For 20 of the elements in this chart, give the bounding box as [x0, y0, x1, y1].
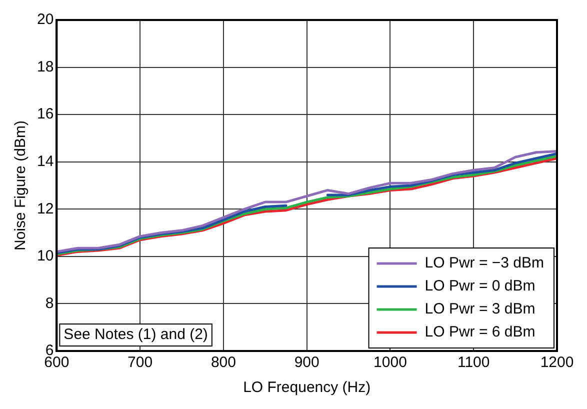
x-tick-label: 700: [128, 354, 153, 372]
x-tick-label: 900: [294, 354, 320, 372]
y-tick-label: 8: [45, 294, 54, 312]
legend-label: LO Pwr = −3 dBm: [424, 254, 544, 272]
x-tick-label: 1000: [374, 354, 407, 372]
x-tick-label: 1200: [540, 354, 574, 372]
y-tick-label: 10: [36, 248, 54, 265]
x-tick-label: 1100: [457, 354, 490, 372]
x-tick-label: 800: [210, 354, 236, 372]
legend-label: LO Pwr = 6 dBm: [424, 324, 536, 341]
annotation: See Notes (1) and (2): [64, 326, 208, 344]
y-axis-title: Noise Figure (dBm): [12, 120, 30, 251]
y-tick-label: 16: [36, 106, 54, 123]
legend-label: LO Pwr = 0 dBm: [424, 278, 536, 295]
y-tick-label: 20: [36, 11, 54, 28]
y-tick-label: 14: [36, 153, 54, 170]
y-tick-label: 12: [36, 200, 54, 218]
y-tick-label: 18: [36, 58, 54, 76]
legend-label: LO Pwr = 3 dBm: [424, 300, 536, 318]
x-axis-title: LO Frequency (Hz): [243, 379, 371, 396]
